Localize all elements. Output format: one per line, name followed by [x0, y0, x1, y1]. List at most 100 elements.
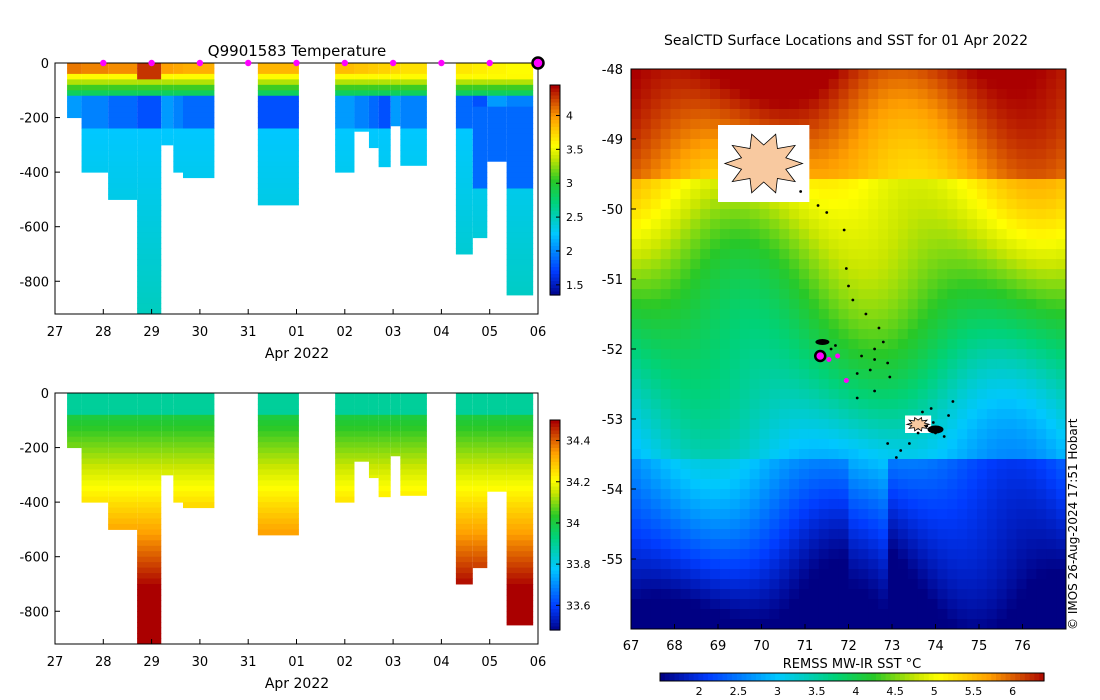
sst-cell: [808, 419, 820, 430]
profile-cell: [368, 463, 379, 470]
map-y-tick-label: -55: [602, 553, 623, 568]
sst-cell: [937, 569, 948, 580]
profile-cell: [472, 485, 488, 492]
sst-cell: [690, 339, 701, 350]
sst-cell: [917, 589, 929, 600]
profile-cell: [378, 453, 391, 459]
sst-cell: [789, 199, 800, 210]
sst-cell: [631, 119, 642, 130]
sst-cell: [670, 199, 682, 210]
sst-cell: [759, 229, 771, 240]
sst-cell: [1006, 319, 1018, 330]
sst-cell: [838, 609, 850, 620]
sst-cell: [631, 129, 642, 140]
sst-cell: [808, 299, 820, 310]
sst-cell: [660, 329, 672, 340]
profile-cell: [182, 63, 215, 69]
profile-cell: [67, 431, 82, 438]
sst-cell: [917, 599, 929, 610]
sst-cell: [789, 429, 800, 440]
sst-cell: [779, 229, 790, 240]
sst-cell: [1056, 559, 1066, 570]
sst-cell: [917, 439, 929, 450]
sst-cell: [1056, 449, 1066, 460]
sst-cell: [759, 449, 771, 460]
sst-cell: [868, 589, 879, 600]
profile-cell: [354, 420, 369, 427]
sst-cell: [868, 259, 879, 270]
sst-cell: [858, 389, 869, 400]
colorbar-cell: [550, 260, 560, 265]
sst-cell: [907, 89, 919, 100]
sst-colorbar-frame: [659, 672, 1045, 682]
profile-cell: [400, 63, 427, 69]
sst-cell: [1016, 609, 1028, 620]
sst-cell: [680, 389, 691, 400]
sst-cell: [888, 529, 899, 540]
sst-cell: [680, 239, 691, 250]
colorbar-cell: [550, 437, 560, 442]
sst-cell: [986, 339, 998, 350]
profile-cell: [378, 393, 391, 399]
sst-cell: [828, 509, 840, 520]
sst-cell: [789, 69, 800, 80]
profile-cell: [108, 193, 138, 200]
profile-cell: [487, 101, 507, 108]
profile-cell: [455, 204, 473, 211]
sst-cell: [1046, 149, 1057, 160]
colorbar-cell: [550, 619, 560, 624]
sst-cell: [927, 259, 939, 270]
profile-cell: [506, 253, 534, 260]
sst-cell: [986, 239, 998, 250]
profile-cell: [108, 480, 138, 487]
sst-colorbar-cell: [1000, 673, 1007, 681]
map-x-axis: 67 68 69 70 71 72 73 74 75 76: [623, 624, 1031, 654]
sst-colorbar-cell: [986, 673, 992, 681]
profile-cell: [257, 172, 299, 179]
profile-cell: [400, 393, 427, 399]
profile-cell: [335, 403, 355, 410]
sst-cell: [1036, 129, 1047, 140]
sst-cell: [769, 349, 780, 360]
sst-cell: [967, 529, 978, 540]
sst-cell: [1056, 529, 1066, 540]
profile-cell: [368, 144, 379, 149]
profile-cell: [472, 183, 488, 189]
sst-cell: [670, 209, 682, 220]
sst-cell: [640, 409, 652, 420]
sst-cell: [631, 549, 642, 560]
sst-cell: [1006, 109, 1018, 120]
sst-cell: [690, 219, 701, 230]
sst-cell: [888, 89, 899, 100]
sst-cell: [799, 589, 810, 600]
sst-cell: [907, 599, 919, 610]
sst-cell: [967, 509, 978, 520]
sst-cell: [878, 209, 889, 220]
sst-cell: [799, 509, 810, 520]
sst-cell: [808, 269, 820, 280]
sst-cell: [888, 589, 899, 600]
sst-cell: [690, 599, 701, 610]
sst-cell: [828, 89, 840, 100]
sst-cell: [967, 569, 978, 580]
sst-cell: [799, 359, 810, 370]
sst-cell: [917, 79, 929, 90]
sst-cell: [739, 239, 751, 250]
sst-cell: [1016, 109, 1028, 120]
profile-cell: [506, 226, 534, 233]
sst-cell: [759, 419, 771, 430]
sst-cell: [1056, 539, 1066, 550]
sst-cell: [858, 119, 869, 130]
sst-cell: [710, 79, 721, 90]
profile-cell: [257, 193, 299, 200]
sst-cell: [957, 169, 968, 180]
sst-cell: [799, 269, 810, 280]
colorbar-cell: [550, 197, 560, 202]
track-point: [860, 354, 863, 358]
sst-cell: [848, 479, 859, 490]
sst-cell: [799, 119, 810, 130]
sst-cell: [986, 449, 998, 460]
sst-cell: [996, 159, 1008, 170]
sst-cell: [947, 399, 958, 410]
profile-cell: [378, 84, 391, 91]
